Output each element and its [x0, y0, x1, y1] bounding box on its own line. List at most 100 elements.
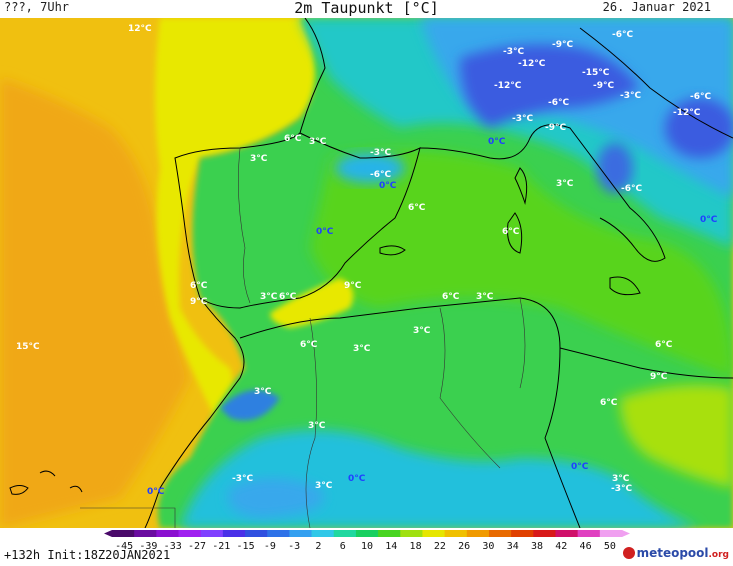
map-value-label: 3°C: [476, 292, 494, 302]
map-value-label: 3°C: [260, 292, 278, 302]
legend-tick-label: 50: [604, 541, 616, 550]
legend-tick-label: -33: [164, 541, 182, 550]
forecast-time-label: ???, 7Uhr: [4, 0, 70, 14]
apennine-blue: [597, 143, 633, 193]
model-run-label: +132h Init:18Z20JAN2021: [4, 548, 171, 562]
map-value-label: -6°C: [370, 170, 391, 180]
map-value-label: 9°C: [190, 297, 208, 307]
legend-swatch: [245, 530, 268, 537]
legend-swatch: [378, 530, 401, 537]
legend-tick-label: 30: [482, 541, 494, 550]
legend-swatch: [577, 530, 601, 537]
legend-swatch: [178, 530, 202, 537]
map-value-label: 6°C: [300, 340, 318, 350]
legend-tick-label: 2: [315, 541, 321, 550]
color-legend: -45 -39 -33 -27 -21 -15 -9 -3 2 6 10 14 18 22 26 30 34 38…: [104, 530, 630, 550]
map-value-label: 0°C: [348, 474, 366, 484]
legend-arrow-left: [104, 530, 112, 537]
map-value-label: -12°C: [673, 108, 701, 118]
map-value-label: 0°C: [488, 137, 506, 147]
map-value-label: 9°C: [650, 372, 668, 382]
legend-tick-label: -21: [212, 541, 230, 550]
map-value-label: 9°C: [344, 281, 362, 291]
map-value-label: -12°C: [494, 81, 522, 91]
legend-tick-label: -15: [237, 541, 255, 550]
map-value-label: 6°C: [408, 203, 426, 213]
map-value-label: -6°C: [690, 92, 711, 102]
legend-tick-label: 46: [580, 541, 592, 550]
map-canvas: 12°C -3°C -9°C -6°C -12°C -15°C -9°C -12…: [0, 18, 733, 528]
map-value-label: -3°C: [370, 148, 391, 158]
value-labels: 12°C -3°C -9°C -6°C -12°C -15°C -9°C -12…: [16, 24, 718, 497]
legend-tick-label: -9: [264, 541, 276, 550]
forecast-date-label: 26. Januar 2021: [602, 0, 711, 14]
legend-swatch: [488, 530, 512, 537]
map-value-label: 12°C: [128, 24, 152, 34]
legend-swatch: [444, 530, 468, 537]
legend-tick-label: 42: [555, 541, 567, 550]
map-value-label: 3°C: [612, 474, 630, 484]
map-value-label: 6°C: [655, 340, 673, 350]
map-value-label: -9°C: [593, 81, 614, 91]
map-value-label: 3°C: [556, 179, 574, 189]
map-value-label: -6°C: [548, 98, 569, 108]
logo-suffix: .org: [708, 550, 729, 560]
map-value-label: 6°C: [279, 292, 297, 302]
legend-tick-label: -39: [139, 541, 157, 550]
map-value-label: 3°C: [308, 421, 326, 431]
map-value-label: 0°C: [700, 215, 718, 225]
map-value-label: 0°C: [316, 227, 334, 237]
coastal-yellow-zone: [155, 18, 330, 418]
map-value-label: -3°C: [620, 91, 641, 101]
legend-swatch: [311, 530, 335, 537]
legend-swatch: [466, 530, 490, 537]
map-value-label: 3°C: [413, 326, 431, 336]
legend-tick-label: 22: [434, 541, 446, 550]
meteopool-logo[interactable]: meteopool.org: [622, 546, 729, 560]
legend-swatch: [200, 530, 224, 537]
legend-tick-label: 10: [361, 541, 373, 550]
mediterranean-green: [310, 150, 733, 378]
map-value-label: -9°C: [552, 40, 573, 50]
map-value-label: 3°C: [315, 481, 333, 491]
legend-swatch: [222, 530, 246, 537]
atlas-blue: [220, 390, 280, 421]
legend-swatch: [355, 530, 379, 537]
legend-swatch: [156, 530, 180, 537]
legend-tick-label: 18: [410, 541, 422, 550]
map-value-label: 6°C: [284, 134, 302, 144]
legend-swatch: [267, 530, 290, 537]
alboran-yellow: [270, 278, 354, 328]
alps-darkblue: [460, 44, 640, 128]
south-blue: [228, 478, 324, 518]
map-value-label: -3°C: [503, 47, 524, 57]
pyrenees-cyan: [335, 153, 405, 183]
legend-swatch: [333, 530, 357, 537]
legend-swatch: [555, 530, 579, 537]
logo-ball-icon: [622, 547, 635, 559]
logo-text: meteopool: [636, 546, 709, 560]
southeast-yellowgreen: [620, 384, 733, 488]
map-value-label: -12°C: [518, 59, 546, 69]
legend-tick-label: 6: [340, 541, 346, 550]
legend-swatch: [533, 530, 556, 537]
map-value-label: 6°C: [600, 398, 618, 408]
map-value-label: -3°C: [232, 474, 253, 484]
map-value-label: -6°C: [621, 184, 642, 194]
legend-swatch: [289, 530, 313, 537]
legend-swatch: [112, 530, 135, 537]
legend-swatch: [422, 530, 446, 537]
map-value-label: 0°C: [379, 181, 397, 191]
map-value-label: 0°C: [571, 462, 589, 472]
map-value-label: 6°C: [190, 281, 208, 291]
legend-swatch: [400, 530, 423, 537]
balkan-darkblue: [665, 98, 733, 158]
map-value-label: 3°C: [309, 137, 327, 147]
legend-tick-label: 26: [458, 541, 470, 550]
map-value-label: 15°C: [16, 342, 40, 352]
legend-tick-label: -45: [115, 541, 133, 550]
map-value-label: 0°C: [147, 487, 165, 497]
legend-swatch: [511, 530, 534, 537]
legend-tick-label: 34: [507, 541, 519, 550]
map-title: 2m Taupunkt [°C]: [294, 0, 439, 17]
